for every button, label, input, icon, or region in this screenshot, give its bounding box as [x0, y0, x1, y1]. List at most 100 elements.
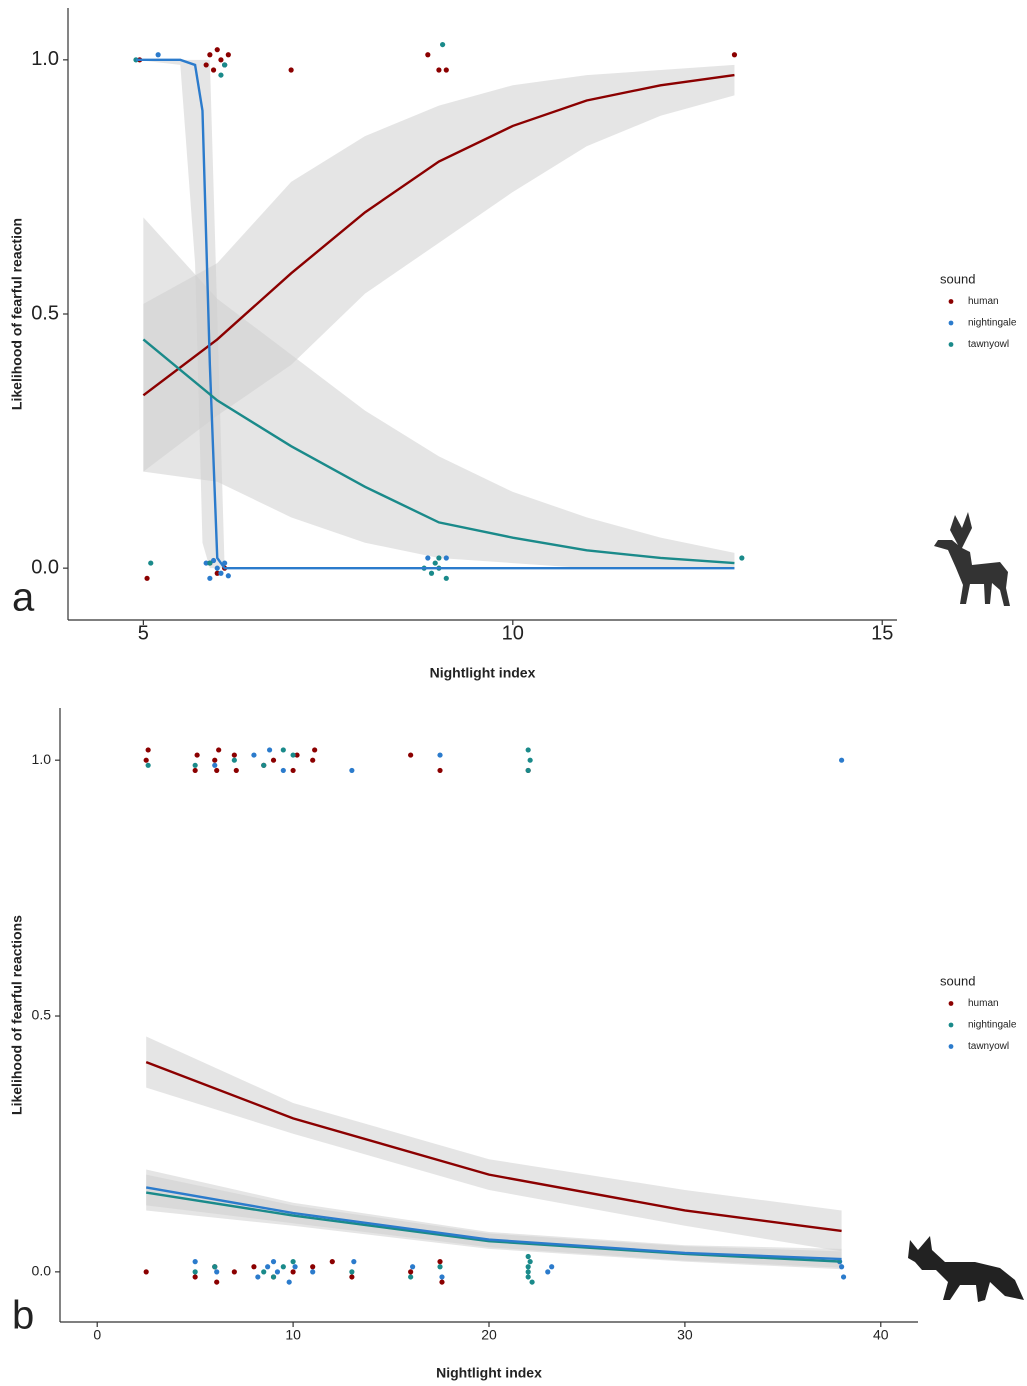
data-point	[218, 57, 223, 62]
legend-title: sound	[940, 973, 975, 988]
data-point	[526, 768, 531, 773]
data-point	[251, 752, 256, 757]
y-tick-label: 0.5	[31, 302, 59, 324]
data-point	[528, 758, 533, 763]
legend-label: human	[968, 998, 999, 1009]
data-point	[291, 768, 296, 773]
legend-swatch	[949, 1044, 954, 1049]
data-point	[222, 62, 227, 67]
legend-swatch	[949, 1023, 954, 1028]
data-point	[410, 1264, 415, 1269]
legend-label: nightingale	[968, 318, 1017, 329]
y-axis-label: Likelihood of fearful reactions	[9, 915, 25, 1115]
data-point	[839, 758, 844, 763]
data-point	[839, 1264, 844, 1269]
data-point	[739, 555, 744, 560]
data-point	[526, 1274, 531, 1279]
data-point	[310, 758, 315, 763]
data-point	[281, 768, 286, 773]
data-point	[265, 1264, 270, 1269]
x-tick-label: 40	[873, 1327, 889, 1343]
legend-title: sound	[940, 271, 975, 286]
panel-label: a	[12, 576, 35, 620]
data-point	[211, 67, 216, 72]
x-tick-label: 10	[285, 1327, 301, 1343]
x-axis-label: Nightlight index	[430, 665, 536, 681]
data-point	[732, 52, 737, 57]
data-point	[529, 1279, 534, 1284]
data-point	[439, 1279, 444, 1284]
y-tick-label: 0.5	[32, 1007, 52, 1023]
data-point	[207, 52, 212, 57]
data-point	[291, 752, 296, 757]
data-point	[261, 1269, 266, 1274]
data-point	[144, 576, 149, 581]
data-point	[193, 1274, 198, 1279]
data-point	[215, 566, 220, 571]
x-tick-label: 20	[481, 1327, 497, 1343]
data-point	[440, 42, 445, 47]
data-point	[526, 1269, 531, 1274]
y-tick-label: 1.0	[31, 48, 59, 70]
data-point	[207, 576, 212, 581]
data-point	[146, 763, 151, 768]
data-point	[232, 758, 237, 763]
x-tick-label: 5	[138, 622, 149, 644]
data-point	[216, 747, 221, 752]
plot-area	[133, 42, 744, 581]
data-point	[195, 752, 200, 757]
x-tick-label: 15	[871, 622, 893, 644]
data-point	[291, 1259, 296, 1264]
data-point	[212, 763, 217, 768]
legend-swatch	[949, 342, 954, 347]
legend-label: nightingale	[968, 1020, 1017, 1031]
data-point	[261, 763, 266, 768]
y-tick-label: 0.0	[31, 556, 59, 578]
data-point	[436, 555, 441, 560]
data-point	[271, 758, 276, 763]
data-point	[226, 573, 231, 578]
data-point	[281, 1264, 286, 1269]
data-point	[281, 747, 286, 752]
data-point	[214, 768, 219, 773]
data-point	[433, 560, 438, 565]
x-tick-label: 0	[93, 1327, 101, 1343]
data-point	[226, 52, 231, 57]
data-point	[251, 1264, 256, 1269]
figure: 0.0 0.5 1.0 5 10 15 Nightlight index Likelihood…	[0, 0, 1027, 1386]
plot-area	[144, 747, 847, 1284]
data-point	[148, 560, 153, 565]
data-point	[232, 1269, 237, 1274]
data-point	[437, 768, 442, 773]
data-point	[292, 1264, 297, 1269]
data-point	[291, 1269, 296, 1274]
data-point	[193, 768, 198, 773]
legend-swatch	[949, 299, 954, 304]
y-tick-label: 1.0	[32, 751, 52, 767]
data-point	[218, 72, 223, 77]
data-point	[408, 752, 413, 757]
data-point	[444, 555, 449, 560]
data-point	[408, 1274, 413, 1279]
data-point	[528, 1259, 533, 1264]
data-point	[215, 47, 220, 52]
data-point	[310, 1264, 315, 1269]
data-point	[425, 555, 430, 560]
data-point	[437, 1259, 442, 1264]
x-tick-label: 30	[677, 1327, 693, 1343]
data-point	[349, 1269, 354, 1274]
data-point	[310, 1269, 315, 1274]
data-point	[526, 1264, 531, 1269]
page: {"chart_data": [ {"type": "line", "panel…	[0, 0, 1027, 1386]
data-point	[234, 768, 239, 773]
data-point	[436, 67, 441, 72]
data-point	[193, 763, 198, 768]
data-point	[289, 67, 294, 72]
legend-label: tawnyowl	[968, 339, 1009, 350]
data-point	[214, 1279, 219, 1284]
data-point	[204, 62, 209, 67]
data-point	[212, 758, 217, 763]
data-point	[549, 1264, 554, 1269]
data-point	[526, 747, 531, 752]
y-axis-label: Likelihood of fearful reaction	[9, 218, 25, 410]
